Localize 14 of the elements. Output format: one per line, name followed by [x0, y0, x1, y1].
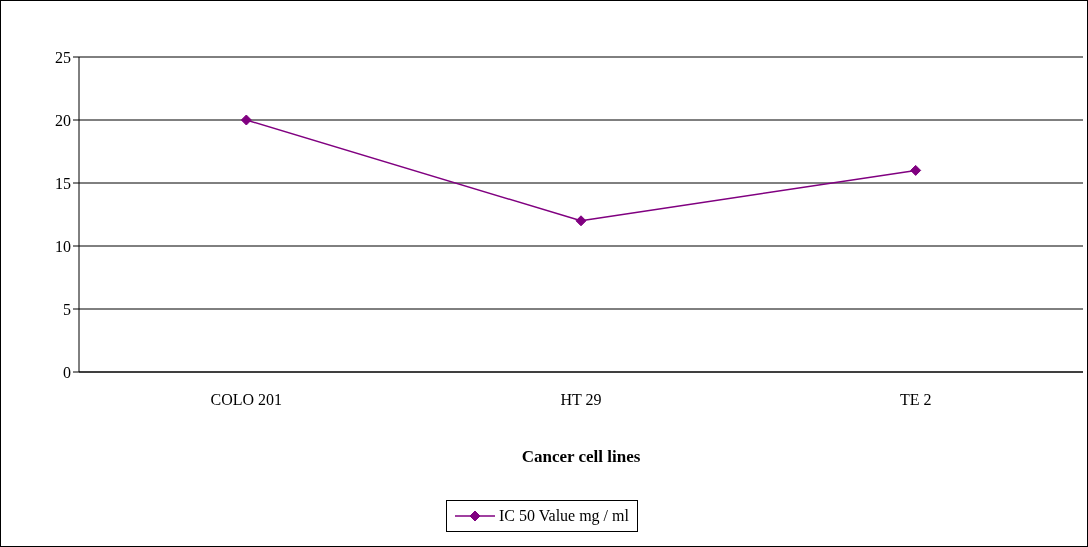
point: [910, 164, 922, 176]
y-tick-label: 15: [55, 174, 71, 192]
x-tick-label: TE 2: [899, 391, 932, 409]
legend-label: IC 50 Value mg / ml: [499, 507, 629, 525]
y-tick-label: 10: [55, 237, 71, 255]
x-tick-label: HT 29: [560, 391, 602, 409]
y-tick-label: 5: [63, 300, 71, 318]
point: [240, 114, 252, 126]
point: [575, 215, 587, 227]
x-tick-label: COLO 201: [210, 391, 283, 409]
x-axis-title: Cancer cell lines: [521, 447, 641, 466]
y-tick-label: 0: [63, 363, 71, 381]
y-tick-label: 25: [55, 48, 71, 66]
y-tick-label: 20: [55, 111, 71, 129]
